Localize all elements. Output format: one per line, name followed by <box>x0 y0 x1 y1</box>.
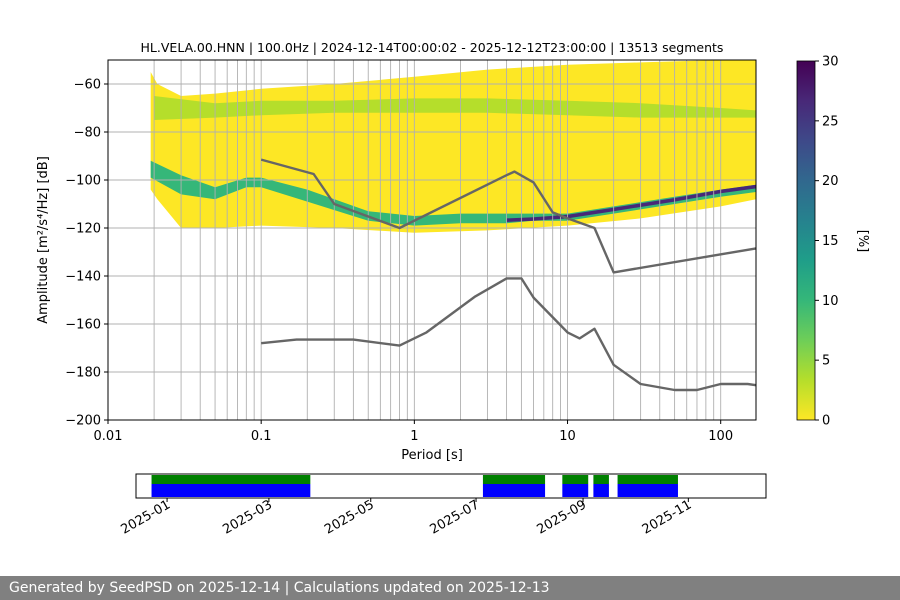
x-tick-label: 0.1 <box>251 429 272 444</box>
x-axis-label: Period [s] <box>401 448 463 463</box>
availability-segment-blue <box>593 484 609 497</box>
y-tick-label: −160 <box>65 318 101 333</box>
date-tick-label: 2025-07 <box>427 497 482 537</box>
date-tick-label: 2025-01 <box>119 497 174 537</box>
availability-segment-blue <box>562 484 589 497</box>
plot-frame <box>107 59 757 421</box>
psd-heatmap <box>150 60 757 233</box>
date-tick-label: 2025-11 <box>640 497 695 537</box>
noise-model-curves <box>260 158 757 392</box>
colorbar-label: [%] <box>855 230 870 253</box>
date-tick-label: 2025-09 <box>534 497 589 537</box>
y-tick-label: −60 <box>74 78 101 93</box>
y-tick-label: −120 <box>65 222 101 237</box>
availability-segment-green <box>482 475 546 484</box>
colorbar-tick-label: 30 <box>822 55 839 70</box>
psd-band-coverage <box>150 60 757 233</box>
availability-date-ticks: 2025-01 2025-03 2025-05 2025-07 2025-09 2025-… <box>119 497 695 537</box>
colorbar <box>796 60 816 421</box>
x-tick-label: 10 <box>559 429 576 444</box>
colorbar-tick-label: 0 <box>822 414 830 429</box>
chart-title: HL.VELA.00.HNN | 100.0Hz | 2024-12-14T00… <box>141 40 724 55</box>
availability-segment-blue <box>617 484 678 497</box>
availability-segment-green <box>562 475 589 484</box>
colorbar-tick-label: 5 <box>822 354 830 369</box>
date-tick-label: 2025-03 <box>220 497 275 537</box>
high-noise-model-line <box>260 158 757 274</box>
grid-lines <box>108 60 756 421</box>
x-tick-label: 1 <box>410 429 418 444</box>
x-axis-ticks: 0.01 0.1 1 10 100 <box>94 420 733 444</box>
y-tick-label: −180 <box>65 366 101 381</box>
psd-band-dominant-mode <box>506 184 756 222</box>
y-tick-label: −200 <box>65 414 101 429</box>
y-tick-label: −140 <box>65 270 101 285</box>
colorbar-tick-label: 15 <box>822 234 839 249</box>
availability-segment-green <box>617 475 678 484</box>
date-tick-label: 2025-05 <box>322 497 377 537</box>
availability-segment-green <box>151 475 311 484</box>
colorbar-tick-label: 10 <box>822 294 839 309</box>
x-tick-label: 0.01 <box>94 429 123 444</box>
availability-segment-blue <box>151 484 311 497</box>
availability-bar <box>151 475 678 497</box>
footer-text: Generated by SeedPSD on 2025-12-14 | Cal… <box>9 580 550 596</box>
y-tick-label: −100 <box>65 174 101 189</box>
footer-bar: Generated by SeedPSD on 2025-12-14 | Cal… <box>0 576 900 600</box>
colorbar-ticks: 0 5 10 15 20 25 30 <box>815 55 839 429</box>
low-noise-model-line <box>261 277 757 392</box>
colorbar-tick-label: 20 <box>822 174 839 189</box>
y-tick-label: −80 <box>74 126 101 141</box>
x-tick-label: 100 <box>708 429 733 444</box>
psd-band-upper-mode <box>154 96 756 120</box>
availability-frame <box>135 473 767 499</box>
availability-segment-green <box>593 475 609 484</box>
availability-segment-blue <box>482 484 546 497</box>
y-axis-label: Amplitude [m²/s⁴/Hz] [dB] <box>36 156 51 324</box>
colorbar-tick-label: 25 <box>822 114 839 129</box>
y-axis-ticks: −60 −80 −100 −120 −140 −160 −180 −200 <box>65 78 108 429</box>
